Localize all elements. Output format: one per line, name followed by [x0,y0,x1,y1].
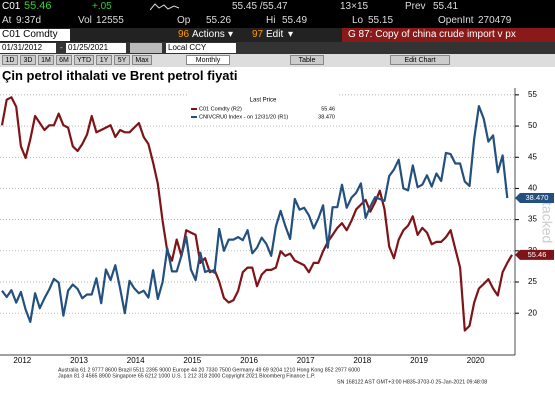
x-tick-label: 2020 [467,356,485,365]
y-tick-label: 20 [528,308,537,317]
toolbar: C01 Comdty 96 Actions ▾ 97 Edit ▾ G 87: … [0,28,555,42]
period-select[interactable]: Monthly [186,55,230,65]
range-button[interactable]: Max [132,55,152,65]
table-button[interactable]: Table [290,55,324,65]
oi: 270479 [478,15,512,26]
range-button[interactable]: 1Y [96,55,112,65]
actions-menu[interactable]: Actions [192,29,225,40]
ticker: C01 [2,1,21,12]
x-tick-label: 2014 [127,356,145,365]
bid-ask: 55.45 /55.47 [232,1,288,12]
dropdown-arrow: ▾ [228,29,234,40]
range-button[interactable]: YTD [74,55,94,65]
legend-box [188,94,338,123]
legend-title: Last Price [250,98,277,104]
edit-chart-button[interactable]: Edit Chart [390,55,450,65]
at: 9:37d [16,15,42,26]
prev-label: Prev [405,1,426,12]
range-button[interactable]: 1M [38,55,54,65]
size: 13×15 [340,1,369,12]
date-dash: - [60,43,63,52]
footer-line: SN 168122 AST GMT+3:00 H835-3703-0 25-Ja… [337,379,487,385]
price: 55.46 [24,0,52,12]
x-tick-label: 2017 [297,356,315,365]
y-tick-label: 40 [528,184,537,193]
edit-menu[interactable]: Edit [266,29,284,40]
actions-number: 96 [178,29,190,40]
footer-line: Australia 61 2 9777 8600 Brazil 5511 239… [58,367,360,373]
range-button[interactable]: 6M [56,55,72,65]
dropdown-arrow: ▾ [288,29,294,40]
security-field[interactable]: C01 Comdty [0,29,70,41]
last-value-label: 38.470 [526,193,549,202]
vol-label: Vol [78,15,92,26]
op: 55.26 [206,15,232,26]
legend-label: CNIVCRU0 Index - on 12/31/20 (R1) [199,114,288,120]
range-row: Monthly Table Edit Chart 1D 3D 1M 6M YTD 1Y 5Y… [0,54,555,67]
edit-number: 97 [252,29,264,40]
op-label: Op [177,15,191,26]
watermark: Stacked [539,193,555,244]
x-tick-label: 2013 [70,356,88,365]
oi-label: OpenInt [438,15,474,26]
end-date[interactable]: 01/25/2021 [66,43,126,53]
lo-label: Lo [352,15,364,26]
prev: 55.41 [433,1,459,12]
y-tick-label: 45 [528,152,537,161]
series-line [0,96,513,332]
last-value-tag [515,249,554,260]
footer-line: Japan 81 3 4565 8900 Singapore 65 6212 1… [58,373,315,379]
y-tick-label: 55 [528,90,537,99]
x-tick-label: 2012 [13,356,31,365]
change: +.05 [92,1,112,12]
y-tick-label: 35 [528,215,537,224]
last-value-tag [515,192,554,203]
range-button[interactable]: 3D [20,55,36,65]
at-label: At [2,15,12,26]
x-tick-label: 2016 [240,356,258,365]
legend-label: C01 Comdty (R2) [199,106,242,112]
lo: 55.15 [368,15,394,26]
date-row: 01/31/2012 - 01/25/2021 Local CCY [0,42,555,54]
legend-value: 55.46 [321,106,335,112]
chart-title: Çin petrol ithalati ve Brent petrol fiya… [2,68,238,83]
quote-row: C01 55.46 +.05 55.45 /55.47 13×15 Prev 5… [0,0,555,14]
hi: 55.49 [282,15,308,26]
page-title: G 87: Copy of china crude import v px [342,28,555,42]
range-button[interactable]: 1D [2,55,18,65]
x-tick-label: 2018 [353,356,371,365]
y-tick-label: 25 [528,277,537,286]
range-button[interactable]: 5Y [114,55,130,65]
stats-row: At 9:37d Vol 12555 Op 55.26 Hi 55.49 Lo … [0,14,555,28]
x-tick-label: 2019 [410,356,428,365]
calendar-icons[interactable] [130,43,162,53]
footer-bg [55,366,555,400]
start-date[interactable]: 01/31/2012 [0,43,56,53]
y-tick-label: 50 [528,121,537,130]
last-value-label: 55.46 [528,250,547,259]
legend-value: 38.470 [318,114,335,120]
x-tick-label: 2015 [183,356,201,365]
series-line [1,105,509,323]
currency-select[interactable]: Local CCY [166,43,236,53]
hi-label: Hi [266,15,276,26]
sparkline [150,3,180,11]
vol: 12555 [96,15,124,26]
